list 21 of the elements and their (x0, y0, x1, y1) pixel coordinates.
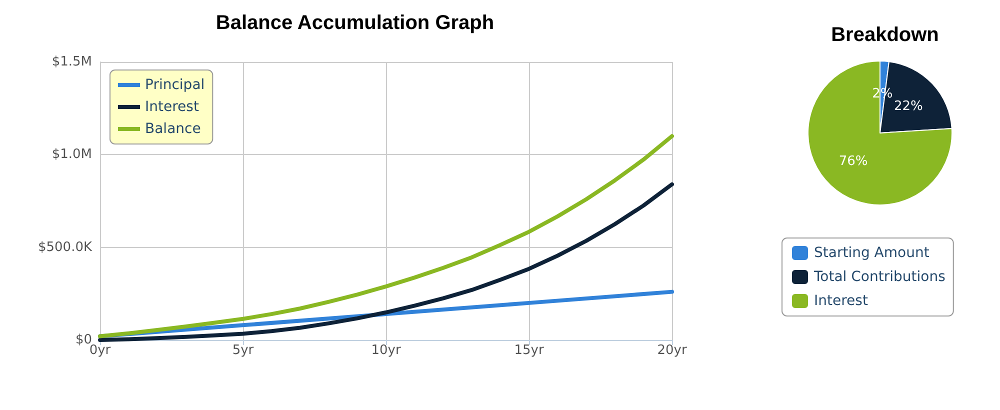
x-tick-label: 10yr (371, 343, 402, 358)
x-tick-label: 15yr (514, 343, 544, 358)
y-tick-label: $1.5M (52, 54, 92, 70)
y-tick-label: $1.0M (52, 147, 92, 162)
chart-title: Breakdown (831, 24, 939, 46)
y-tick-label: $500.0K (38, 240, 92, 255)
legend-label: Interest (145, 99, 200, 115)
legend-label: Balance (145, 121, 201, 137)
line-series (98, 134, 674, 338)
x-tick-label: 5yr (232, 343, 254, 358)
x-tick-label: 20yr (657, 343, 688, 358)
data-label: 76% (838, 154, 868, 169)
line-series (98, 182, 674, 342)
legend-label: Interest (814, 293, 868, 309)
legend-label: Starting Amount (814, 245, 930, 261)
legend-label: Principal (145, 77, 205, 93)
data-label: 22% (894, 98, 923, 114)
x-tick-label: 0yr (89, 343, 112, 358)
chart-title: Balance Accumulation Graph (216, 12, 494, 34)
y-tick-label: $0 (75, 332, 92, 348)
legend-label: Total Contributions (813, 269, 946, 285)
